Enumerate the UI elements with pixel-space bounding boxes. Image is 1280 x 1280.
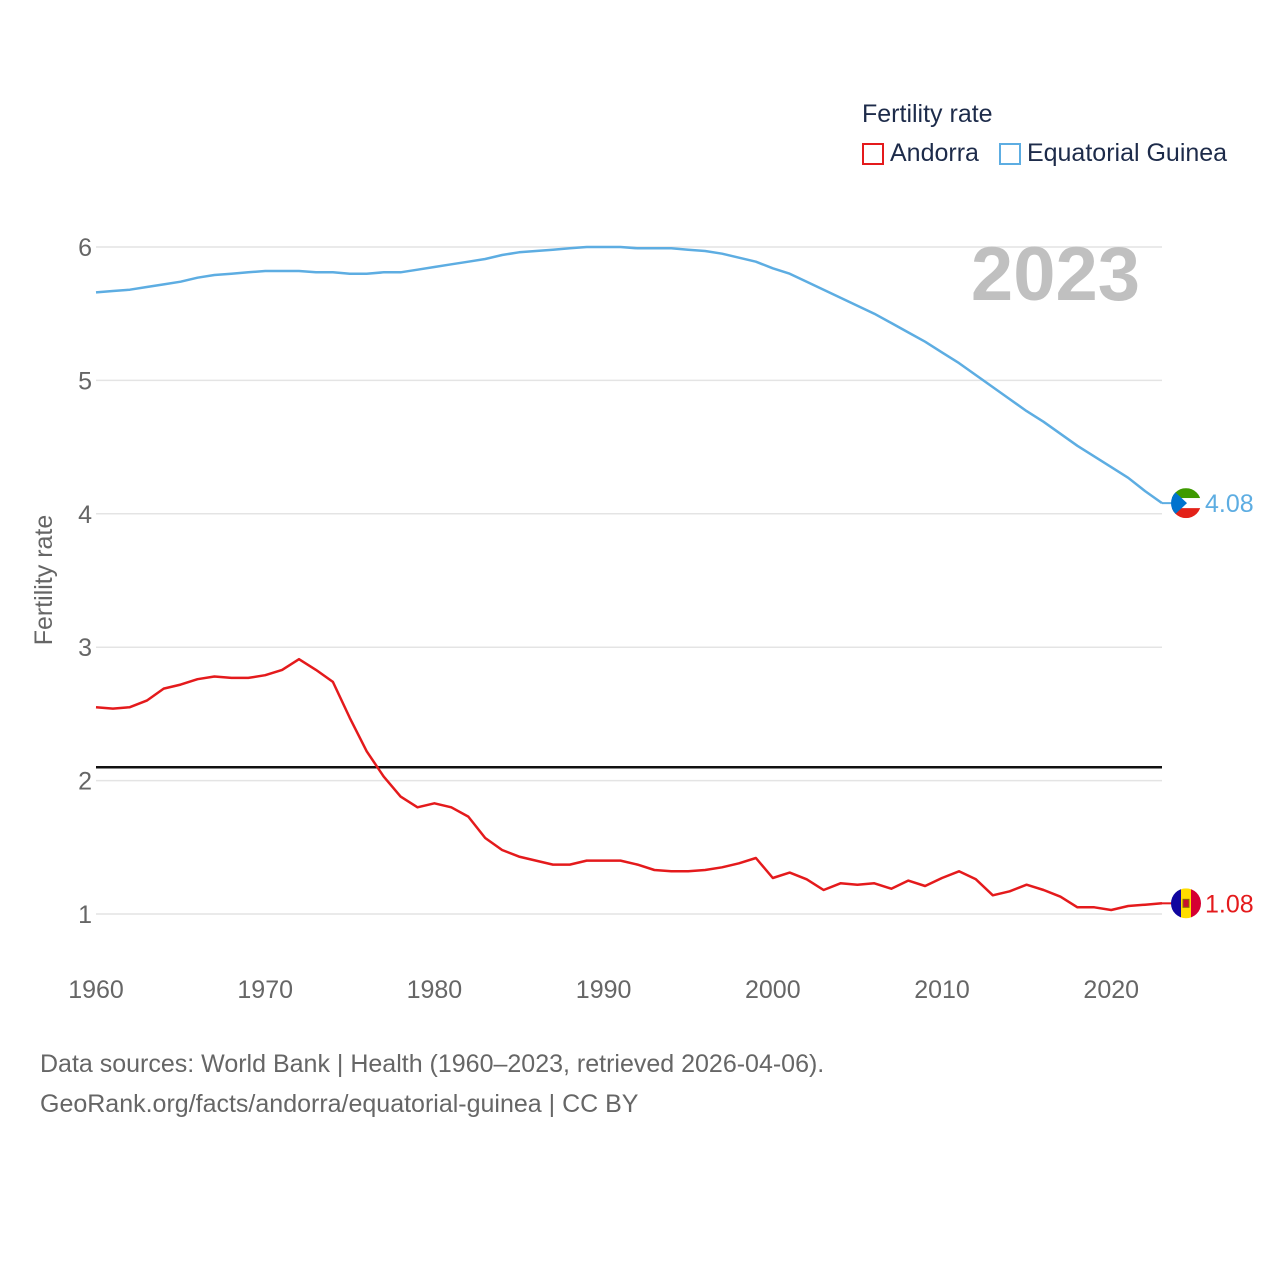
legend-item-equatorial-guinea[interactable]: Equatorial Guinea: [998, 139, 1228, 168]
flag-equatorial-guinea-icon: [1171, 488, 1201, 519]
end-label-andorra: 1.08: [1205, 890, 1254, 918]
y-tick-label-4: 4: [78, 501, 92, 529]
x-tick-label-2010: 2010: [914, 976, 970, 1004]
y-tick-label-3: 3: [78, 634, 92, 662]
end-label-equatorial-guinea: 4.08: [1205, 490, 1254, 518]
data-source-text: Data sources: World Bank | Health (1960–…: [40, 1050, 825, 1078]
footer: Data sources: World Bank | Health (1960–…: [40, 1044, 824, 1124]
legend-row: Andorra Equatorial Guinea: [862, 139, 1247, 168]
y-tick-label-2: 2: [78, 768, 92, 796]
series-lines: [95, 245, 1163, 912]
legend-label-andorra: Andorra: [890, 139, 979, 167]
x-tick-label-2000: 2000: [745, 976, 801, 1004]
legend-swatch-equatorial-guinea: [998, 142, 1021, 165]
x-tick-label-1990: 1990: [576, 976, 632, 1004]
legend-label-equatorial-guinea: Equatorial Guinea: [1026, 139, 1228, 167]
x-tick-label-1970: 1970: [237, 976, 293, 1004]
y-axis-ticks: 1 2 3 4 5 6: [78, 234, 92, 929]
y-tick-label-5: 5: [78, 367, 92, 395]
flag-andorra-icon: [1171, 888, 1201, 919]
legend: Fertility rate Andorra Equatorial Guinea: [862, 100, 1247, 168]
x-tick-label-1960: 1960: [68, 976, 124, 1004]
legend-item-andorra[interactable]: Andorra: [862, 139, 979, 168]
legend-title: Fertility rate: [862, 100, 993, 128]
year-label: 2023: [971, 232, 1140, 317]
x-axis-ticks: 1960 1970 1980 1990 2000 2010 2020: [68, 976, 1139, 1004]
y-axis-label: Fertility rate: [30, 515, 58, 646]
x-tick-label-1980: 1980: [407, 976, 463, 1004]
legend-swatch-andorra: [862, 142, 884, 165]
series-line-andorra: [95, 657, 1163, 912]
gridlines: [96, 246, 1162, 915]
x-tick-label-2020: 2020: [1083, 976, 1139, 1004]
y-tick-label-6: 6: [78, 234, 92, 262]
source-link[interactable]: GeoRank.org/facts/andorra/equatorial-gui…: [40, 1090, 639, 1118]
series-line-equatorial-guinea: [95, 245, 1163, 505]
end-markers: 1.08 4.08: [1162, 488, 1254, 919]
y-tick-label-1: 1: [78, 901, 92, 929]
